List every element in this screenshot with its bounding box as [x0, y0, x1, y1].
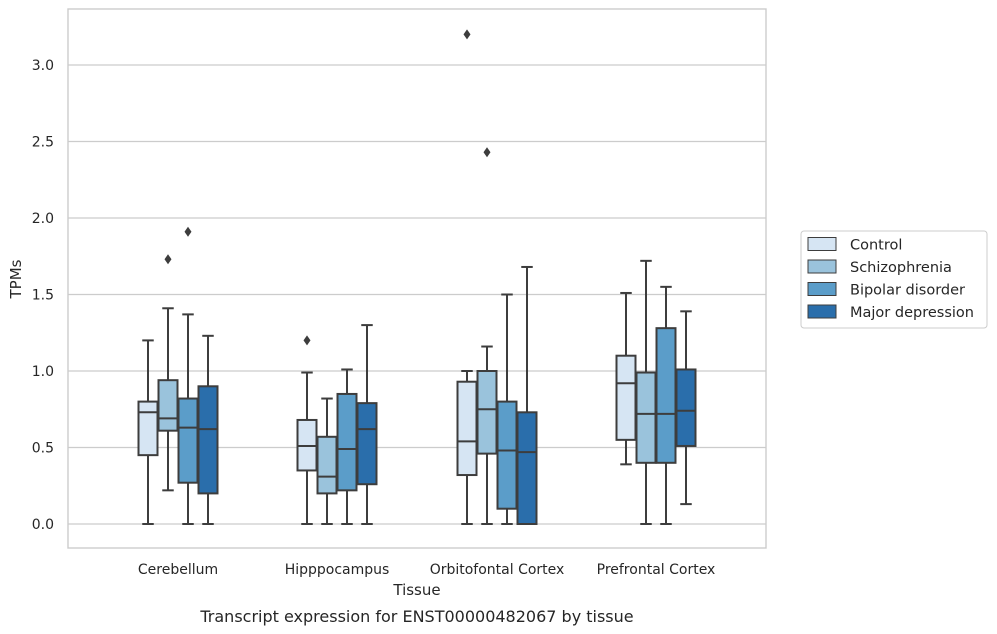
- box-group: [496, 293, 518, 525]
- legend-swatch: [807, 237, 837, 251]
- legend-swatch: [807, 304, 837, 319]
- legend-swatch: [807, 282, 837, 296]
- legend-frame: [800, 230, 988, 329]
- box-group: [336, 368, 358, 525]
- y-tick-label: 3.0: [32, 58, 54, 74]
- box-group: [516, 265, 538, 525]
- box: [496, 400, 518, 510]
- outlier-point: [164, 254, 172, 265]
- box: [356, 402, 378, 486]
- box-group: [675, 310, 697, 506]
- plot-frame: [67, 8, 767, 549]
- boxes: [137, 29, 697, 525]
- legend: Control Schizophrenia Bipolar disorder Majo…: [800, 230, 988, 329]
- y-tick-label: 1.0: [32, 364, 54, 380]
- y-tick-label: 1.5: [32, 288, 54, 304]
- y-tick-labels: 0.0 0.5 1.0 1.5 2.0 2.5 3.0: [32, 58, 54, 533]
- x-tick-label: Cerebellum: [138, 562, 218, 578]
- y-tick-label: 2.0: [32, 211, 54, 227]
- legend-label: Control: [850, 238, 902, 254]
- legend-swatch: [807, 259, 837, 274]
- box-group: [456, 29, 478, 525]
- box: [316, 435, 338, 495]
- legend-label: Schizophrenia: [850, 260, 952, 276]
- x-tick-label: Prefrontal Cortex: [597, 562, 716, 578]
- legend-label: Major depression: [850, 305, 974, 321]
- outlier-point: [303, 335, 311, 346]
- box: [157, 379, 179, 432]
- outlier-point: [184, 226, 192, 237]
- box: [655, 327, 677, 464]
- x-axis-title: Tissue: [392, 581, 440, 599]
- box-group: [157, 254, 179, 492]
- x-tick-labels: Cerebellum Hipppocampus Orbitofontal Corte…: [138, 562, 715, 578]
- box: [336, 392, 358, 492]
- box: [197, 385, 219, 495]
- y-tick-label: 2.5: [32, 135, 54, 151]
- outlier-point: [483, 147, 491, 158]
- y-tick-label: 0.5: [32, 441, 54, 457]
- box-group: [476, 147, 498, 525]
- box-group: [655, 285, 677, 525]
- box-group: [137, 339, 159, 525]
- y-axis-title: TPMs: [7, 259, 25, 299]
- box-group: [197, 334, 219, 525]
- box: [635, 371, 657, 464]
- legend-items: Control Schizophrenia Bipolar disorder Majo…: [807, 237, 974, 321]
- x-tick-label: Hipppocampus: [285, 562, 390, 578]
- box: [456, 380, 478, 477]
- y-tick-label: 0.0: [32, 517, 54, 533]
- outlier-point: [463, 29, 471, 40]
- box-group: [635, 259, 657, 525]
- box: [675, 368, 697, 447]
- box: [476, 370, 498, 455]
- box: [516, 411, 538, 525]
- box: [177, 397, 199, 484]
- box: [137, 400, 159, 457]
- box-group: [356, 324, 378, 525]
- box: [615, 354, 637, 441]
- box-group: [296, 335, 318, 525]
- legend-label: Bipolar disorder: [850, 283, 965, 299]
- box-group: [615, 291, 637, 466]
- box-group: [177, 226, 199, 525]
- x-tick-label: Orbitofontal Cortex: [430, 562, 565, 578]
- chart-caption: Transcript expression for ENST0000048206…: [199, 607, 633, 626]
- box-group: [316, 397, 338, 525]
